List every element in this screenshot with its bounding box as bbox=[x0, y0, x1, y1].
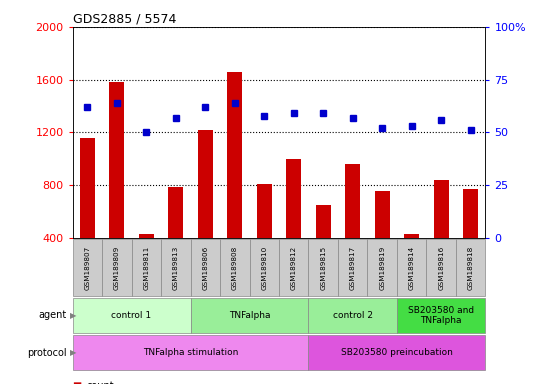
Text: protocol: protocol bbox=[27, 348, 67, 358]
Bar bbox=[368, 239, 397, 296]
Text: SB203580 and
TNFalpha: SB203580 and TNFalpha bbox=[408, 306, 474, 325]
Text: agent: agent bbox=[39, 310, 67, 321]
Bar bbox=[286, 159, 301, 238]
Text: ▶: ▶ bbox=[70, 311, 76, 320]
Bar bbox=[375, 190, 389, 238]
Bar bbox=[426, 239, 456, 296]
Text: GSM189816: GSM189816 bbox=[438, 245, 444, 290]
Text: GSM189811: GSM189811 bbox=[143, 245, 150, 290]
Bar bbox=[345, 164, 360, 238]
Text: TNFalpha stimulation: TNFalpha stimulation bbox=[143, 348, 238, 357]
Bar bbox=[139, 234, 153, 238]
Text: ▶: ▶ bbox=[70, 348, 76, 357]
Bar bbox=[80, 138, 95, 238]
Text: ■: ■ bbox=[73, 381, 82, 384]
Text: GSM189813: GSM189813 bbox=[173, 245, 179, 290]
Bar bbox=[161, 239, 190, 296]
Bar bbox=[279, 239, 309, 296]
Text: GDS2885 / 5574: GDS2885 / 5574 bbox=[73, 13, 176, 26]
Bar bbox=[397, 239, 426, 296]
Bar bbox=[405, 234, 419, 238]
Text: SB203580 preincubation: SB203580 preincubation bbox=[341, 348, 453, 357]
Text: GSM189807: GSM189807 bbox=[84, 245, 90, 290]
Text: GSM189810: GSM189810 bbox=[261, 245, 267, 290]
Bar bbox=[249, 239, 279, 296]
Bar bbox=[73, 298, 190, 333]
Bar bbox=[227, 72, 242, 238]
Text: count: count bbox=[86, 381, 114, 384]
Bar bbox=[397, 298, 485, 333]
Bar bbox=[132, 239, 161, 296]
Text: GSM189806: GSM189806 bbox=[202, 245, 208, 290]
Text: GSM189808: GSM189808 bbox=[232, 245, 238, 290]
Bar bbox=[169, 187, 183, 238]
Bar bbox=[338, 239, 368, 296]
Bar bbox=[198, 130, 213, 238]
Text: GSM189815: GSM189815 bbox=[320, 245, 326, 290]
Bar bbox=[456, 239, 485, 296]
Bar bbox=[190, 239, 220, 296]
Bar bbox=[73, 239, 102, 296]
Text: TNFalpha: TNFalpha bbox=[229, 311, 270, 320]
Bar bbox=[190, 298, 309, 333]
Bar bbox=[109, 82, 124, 238]
Text: control 1: control 1 bbox=[112, 311, 152, 320]
Bar bbox=[434, 180, 449, 238]
Bar bbox=[463, 189, 478, 238]
Bar bbox=[257, 184, 272, 238]
Bar bbox=[220, 239, 249, 296]
Bar bbox=[309, 298, 397, 333]
Text: GSM189812: GSM189812 bbox=[291, 245, 297, 290]
Bar bbox=[73, 335, 309, 370]
Bar bbox=[309, 335, 485, 370]
Text: GSM189818: GSM189818 bbox=[468, 245, 474, 290]
Text: control 2: control 2 bbox=[333, 311, 373, 320]
Bar bbox=[309, 239, 338, 296]
Text: GSM189819: GSM189819 bbox=[379, 245, 385, 290]
Text: GSM189814: GSM189814 bbox=[408, 245, 415, 290]
Bar bbox=[316, 205, 330, 238]
Text: GSM189817: GSM189817 bbox=[350, 245, 356, 290]
Bar bbox=[102, 239, 132, 296]
Text: GSM189809: GSM189809 bbox=[114, 245, 120, 290]
